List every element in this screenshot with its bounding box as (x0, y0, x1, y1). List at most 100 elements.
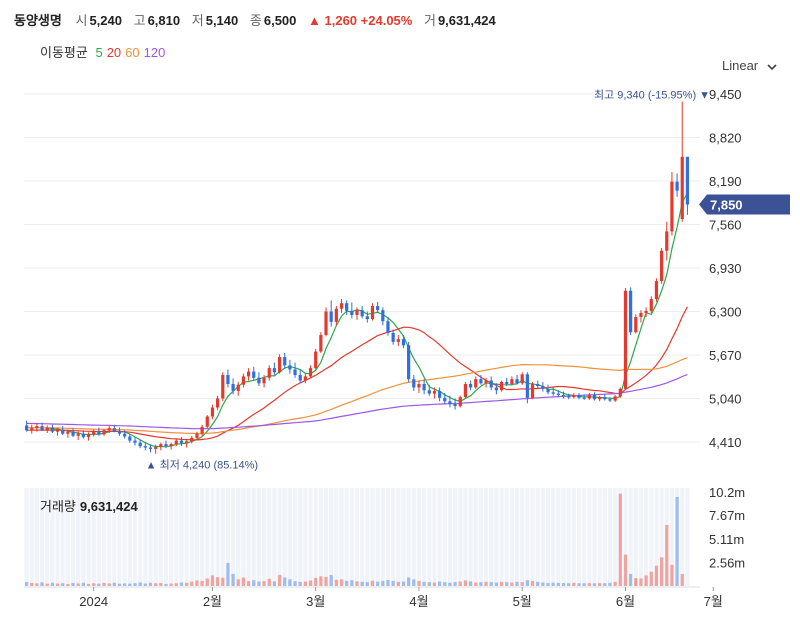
candle-body (407, 345, 411, 380)
candle-body (61, 429, 65, 434)
price-tick-label: 7,560 (709, 218, 742, 233)
volume-bar (329, 574, 333, 586)
candle-body (154, 446, 158, 449)
volume-bar (598, 583, 602, 586)
stock-summary-bar: 동양생명 시 5,240 고 6,810 저 5,140 종 6,500 ▲ 1,260… (14, 10, 504, 29)
candle-body (226, 375, 230, 384)
candle-body (221, 375, 225, 399)
volume-bar (623, 554, 628, 586)
close-label: 종 (249, 13, 262, 28)
volume-bar (665, 525, 669, 586)
volume-bar (587, 583, 591, 586)
candle-body (195, 433, 199, 438)
volume-bar (463, 580, 468, 586)
x-tick-label: 5월 (513, 594, 532, 609)
candle-body (102, 430, 106, 435)
volume-bar (386, 579, 390, 586)
candle-body (345, 303, 349, 311)
volume-bar (525, 580, 529, 586)
volume-bar (324, 576, 328, 586)
candle-body (66, 431, 70, 434)
candle-body (468, 384, 473, 388)
volume-bar (530, 580, 535, 586)
candle-body (401, 339, 406, 346)
scale-selector-value: Linear (722, 58, 759, 73)
volume-bar (443, 582, 447, 586)
volume-bar (577, 583, 581, 586)
candle-body (536, 384, 540, 387)
volume-bar (40, 582, 44, 586)
volume-bar (128, 583, 132, 586)
candle-body (422, 384, 426, 391)
candle-body (272, 368, 276, 373)
volume-bar (298, 581, 302, 586)
volume-bar (45, 583, 49, 586)
candle-body (339, 303, 344, 309)
volume-bar (143, 583, 147, 586)
volume-bar (427, 582, 431, 586)
candle-body (453, 404, 457, 407)
candle-body (634, 317, 638, 333)
volume-bar (520, 582, 524, 586)
volume-bar (541, 582, 545, 586)
volume-bar (396, 581, 400, 586)
candle-body (665, 231, 669, 251)
candle-body (494, 387, 498, 391)
candle-body (76, 433, 80, 436)
volume-bar (154, 583, 158, 586)
volume-bar (546, 583, 550, 586)
volume-bar (190, 581, 194, 586)
scale-selector[interactable]: Linear (722, 58, 778, 73)
candle-body (685, 156, 690, 205)
candle-body (561, 395, 566, 397)
low-price: 5,140 (205, 13, 239, 28)
volume-bar (164, 583, 168, 586)
volume-bar (515, 581, 519, 586)
candle-body (298, 375, 302, 381)
candle-body (117, 430, 122, 434)
volume-bar (489, 582, 493, 586)
candle-body (190, 437, 194, 442)
volume-bar (205, 578, 209, 586)
candle-body (386, 321, 390, 333)
candle-body (489, 380, 493, 388)
candle-body (458, 397, 462, 407)
candle-body (613, 396, 617, 401)
high-price: 6,810 (147, 13, 181, 28)
candle-body (381, 310, 385, 322)
volume-bar (123, 583, 127, 586)
volume-bar (55, 583, 60, 586)
min-price-annotation: ▲ 최저 4,240 (85.14%) (146, 459, 258, 472)
candle-body (123, 433, 127, 437)
candle-body (572, 395, 576, 398)
volume-bar (680, 573, 684, 586)
volume-bar (267, 578, 271, 586)
volume-bar (319, 576, 323, 586)
volume-bar (112, 582, 116, 586)
volume-bar (92, 583, 96, 586)
x-tick-label: 2024 (79, 594, 108, 609)
x-tick-label: 6월 (616, 594, 635, 609)
candle-body (138, 442, 142, 447)
candle-body (551, 392, 555, 394)
candle-body (463, 384, 468, 398)
volume-bar (438, 581, 442, 586)
x-tick-label: 7월 (704, 594, 723, 609)
volume-tick-label: 10.2m (709, 485, 745, 500)
candle-body (515, 379, 519, 384)
candle-body (81, 433, 85, 438)
candle-body (510, 379, 514, 384)
volume-tick-label: 5.11m (709, 532, 744, 547)
current-price-label: 7,850 (710, 197, 743, 212)
candle-body (293, 369, 297, 376)
candle-body (680, 156, 684, 219)
volume-bar (246, 581, 251, 586)
candle-body (654, 281, 659, 300)
volume-bar (339, 579, 344, 586)
volume-bar (350, 580, 354, 586)
volume-bar (618, 493, 622, 586)
volume-bar (174, 583, 178, 586)
volume-bar (401, 581, 406, 586)
volume-bar (458, 581, 462, 586)
